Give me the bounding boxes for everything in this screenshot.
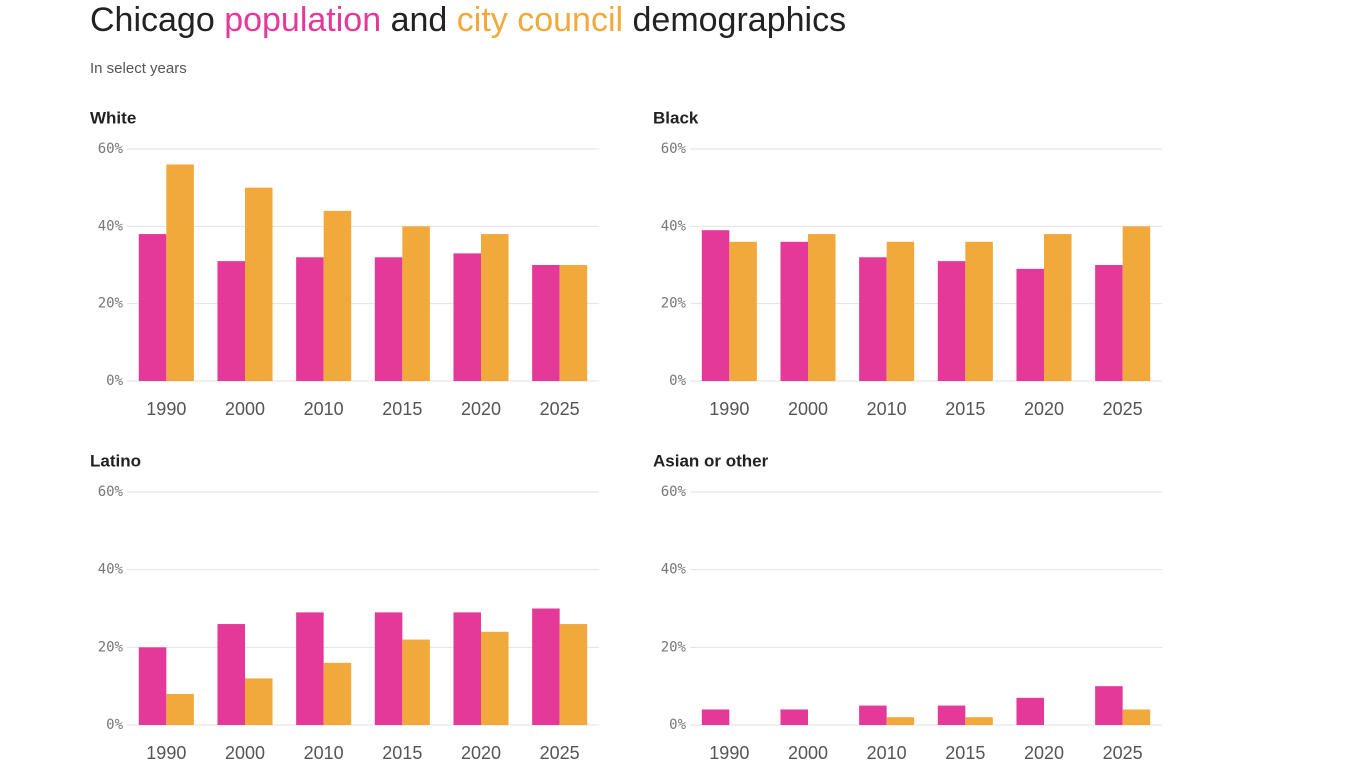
bar — [217, 624, 245, 725]
title-end: demographics — [633, 1, 847, 39]
x-tick-label: 1990 — [146, 743, 186, 763]
bar — [245, 678, 273, 725]
y-tick-label: 0% — [106, 717, 123, 733]
y-tick-label: 40% — [661, 218, 687, 234]
y-tick-label: 40% — [98, 562, 124, 578]
bar — [166, 164, 194, 381]
subtitle: In select years — [90, 60, 187, 77]
y-tick-label: 60% — [661, 141, 687, 157]
x-tick-label: 2010 — [304, 399, 344, 419]
bar — [296, 612, 324, 725]
bar — [1095, 686, 1123, 725]
y-tick-label: 20% — [98, 296, 124, 312]
y-tick-label: 60% — [661, 484, 687, 500]
legend-city-council: city council — [457, 1, 623, 39]
panel-title: Asian or other — [653, 451, 769, 470]
x-tick-label: 2020 — [1024, 743, 1064, 763]
y-tick-label: 40% — [661, 562, 687, 578]
bar — [245, 187, 273, 381]
bar — [374, 612, 403, 725]
y-tick-label: 0% — [669, 373, 686, 389]
bar — [1095, 265, 1123, 381]
x-tick-label: 2010 — [304, 743, 344, 763]
bar — [532, 608, 560, 725]
title-start: Chicago — [90, 1, 215, 39]
bar — [729, 241, 757, 381]
x-tick-label: 2025 — [540, 743, 580, 763]
y-tick-label: 60% — [98, 484, 124, 500]
y-tick-label: 60% — [98, 141, 124, 157]
x-tick-label: 2000 — [788, 399, 828, 419]
bar — [453, 253, 481, 381]
bar — [965, 717, 993, 725]
x-tick-label: 2010 — [867, 743, 907, 763]
bar — [1122, 226, 1151, 381]
x-tick-label: 2015 — [945, 399, 985, 419]
legend-population: population — [224, 1, 381, 39]
bar — [1016, 697, 1044, 725]
bar — [402, 226, 430, 381]
bar — [323, 210, 352, 381]
x-tick-label: 2015 — [382, 743, 422, 763]
bar — [138, 647, 167, 725]
bar — [217, 261, 245, 381]
x-tick-label: 2000 — [225, 399, 265, 419]
y-tick-label: 20% — [98, 639, 124, 655]
bar — [859, 257, 887, 381]
bar — [965, 241, 993, 381]
bar — [886, 241, 915, 381]
x-tick-label: 2015 — [945, 743, 985, 763]
x-tick-label: 1990 — [709, 399, 749, 419]
y-tick-label: 40% — [98, 218, 124, 234]
panel-title: Latino — [90, 451, 141, 470]
x-tick-label: 2015 — [382, 399, 422, 419]
bar — [138, 234, 167, 381]
x-tick-label: 2025 — [540, 399, 580, 419]
panel-title: Black — [653, 108, 699, 127]
bar — [937, 705, 966, 725]
x-tick-label: 2020 — [461, 743, 501, 763]
bar — [481, 631, 509, 725]
bar — [886, 717, 915, 725]
bar — [1044, 234, 1072, 381]
bar — [481, 234, 509, 381]
x-tick-label: 2010 — [867, 399, 907, 419]
chart-title: Chicago population and city council demo… — [90, 1, 846, 39]
bar — [374, 257, 403, 381]
bar — [166, 693, 194, 725]
bar — [859, 705, 887, 725]
bar — [402, 639, 430, 725]
bar — [559, 624, 588, 725]
x-tick-label: 2025 — [1103, 743, 1143, 763]
bar — [701, 230, 730, 381]
x-tick-label: 2025 — [1103, 399, 1143, 419]
bar — [808, 234, 836, 381]
y-tick-label: 0% — [106, 373, 123, 389]
x-tick-label: 1990 — [146, 399, 186, 419]
bar — [532, 265, 560, 381]
y-tick-label: 20% — [661, 639, 687, 655]
x-tick-label: 2020 — [461, 399, 501, 419]
bar — [780, 709, 808, 725]
bar — [453, 612, 481, 725]
bar — [1122, 709, 1151, 725]
y-tick-label: 0% — [669, 717, 686, 733]
bar — [296, 257, 324, 381]
x-tick-label: 2020 — [1024, 399, 1064, 419]
x-tick-label: 1990 — [709, 743, 749, 763]
bar — [780, 241, 808, 381]
bar — [701, 709, 730, 725]
bar — [1016, 268, 1044, 381]
x-tick-label: 2000 — [788, 743, 828, 763]
title-middle: and — [391, 1, 448, 39]
x-tick-label: 2000 — [225, 743, 265, 763]
y-tick-label: 20% — [661, 296, 687, 312]
panel-title: White — [90, 108, 136, 127]
bar — [937, 261, 966, 381]
bar — [323, 662, 352, 725]
bar — [559, 265, 588, 381]
